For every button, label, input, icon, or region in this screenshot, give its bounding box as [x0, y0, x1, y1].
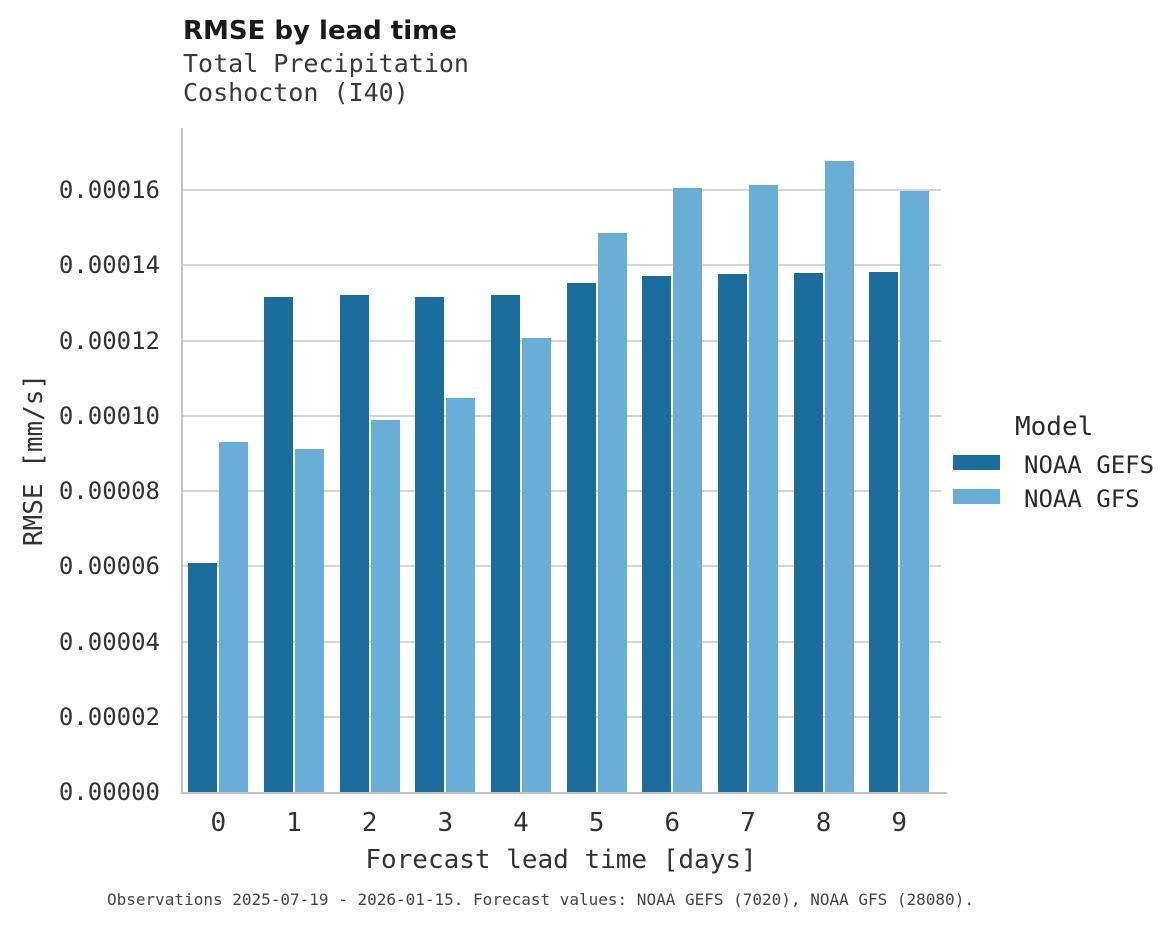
gridline	[183, 264, 941, 267]
legend-swatch-noaa-gfs	[953, 489, 1000, 504]
bar-noaa-gefs-lead-8	[793, 273, 823, 792]
bar-noaa-gefs-lead-2	[339, 295, 369, 792]
x-tick-label: 7	[740, 808, 756, 838]
chart-title: RMSE by lead time	[183, 16, 457, 46]
bar-noaa-gefs-lead-0	[188, 563, 218, 792]
gridline	[183, 565, 941, 568]
x-tick-label: 8	[815, 808, 832, 838]
legend-label-noaa-gfs: NOAA GFS	[1024, 485, 1140, 513]
y-axis-title: RMSE [mm/s]	[19, 373, 49, 547]
y-tick-label: 0.00004	[58, 627, 160, 656]
gridline	[183, 640, 941, 643]
bar-noaa-gefs-lead-9	[869, 272, 899, 792]
bar-noaa-gfs-lead-0	[219, 442, 249, 792]
y-tick-label: 0.00010	[58, 401, 160, 430]
x-tick-label: 9	[891, 808, 908, 838]
gridline	[183, 414, 941, 417]
bar-noaa-gfs-lead-4	[521, 337, 551, 792]
x-tick-label: 6	[664, 808, 681, 838]
x-tick-label: 4	[513, 808, 529, 838]
bar-noaa-gefs-lead-1	[264, 296, 293, 792]
x-tick-label: 1	[286, 808, 302, 838]
chart-subtitle-station: Coshocton (I40)	[183, 78, 409, 107]
bar-noaa-gefs-lead-3	[415, 296, 445, 792]
y-axis-line	[181, 128, 183, 792]
x-tick-label: 0	[210, 808, 227, 838]
legend-title: Model	[1015, 412, 1094, 442]
y-tick-label: 0.00012	[58, 326, 160, 355]
bar-noaa-gfs-lead-2	[370, 419, 400, 792]
legend-swatch-noaa-gefs	[953, 455, 1000, 470]
y-tick-label: 0.00016	[58, 176, 160, 204]
bar-noaa-gefs-lead-4	[490, 295, 520, 792]
caption: Observations 2025-07-19 - 2026-01-15. Fo…	[107, 890, 974, 909]
x-axis-line	[181, 792, 947, 794]
legend-label-noaa-gefs: NOAA GEFS	[1024, 451, 1155, 479]
x-tick-label: 2	[361, 808, 378, 838]
bar-noaa-gfs-lead-3	[446, 397, 476, 792]
x-axis-title: Forecast lead time [days]	[365, 845, 757, 875]
y-tick-label: 0.00002	[58, 702, 160, 731]
gridline	[183, 715, 941, 718]
bar-noaa-gfs-lead-6	[673, 188, 703, 792]
bar-noaa-gefs-lead-5	[566, 282, 596, 792]
bar-noaa-gefs-lead-7	[717, 273, 747, 792]
y-tick-label: 0.00006	[58, 552, 160, 581]
bar-noaa-gefs-lead-6	[642, 276, 672, 792]
chart-subtitle-variable: Total Precipitation	[183, 49, 469, 78]
bar-noaa-gfs-lead-9	[900, 191, 930, 792]
y-tick-label: 0.00000	[58, 778, 160, 806]
gridline	[183, 339, 941, 342]
gridline	[183, 490, 941, 492]
y-tick-label: 0.00008	[58, 477, 160, 505]
y-tick-label: 0.00014	[58, 251, 160, 280]
x-tick-label: 3	[437, 808, 454, 838]
bar-noaa-gfs-lead-1	[295, 448, 324, 792]
x-tick-label: 5	[588, 808, 605, 838]
bar-noaa-gfs-lead-8	[824, 161, 854, 792]
gridline	[183, 189, 941, 191]
bar-noaa-gfs-lead-7	[748, 185, 778, 792]
bar-noaa-gfs-lead-5	[597, 232, 627, 792]
